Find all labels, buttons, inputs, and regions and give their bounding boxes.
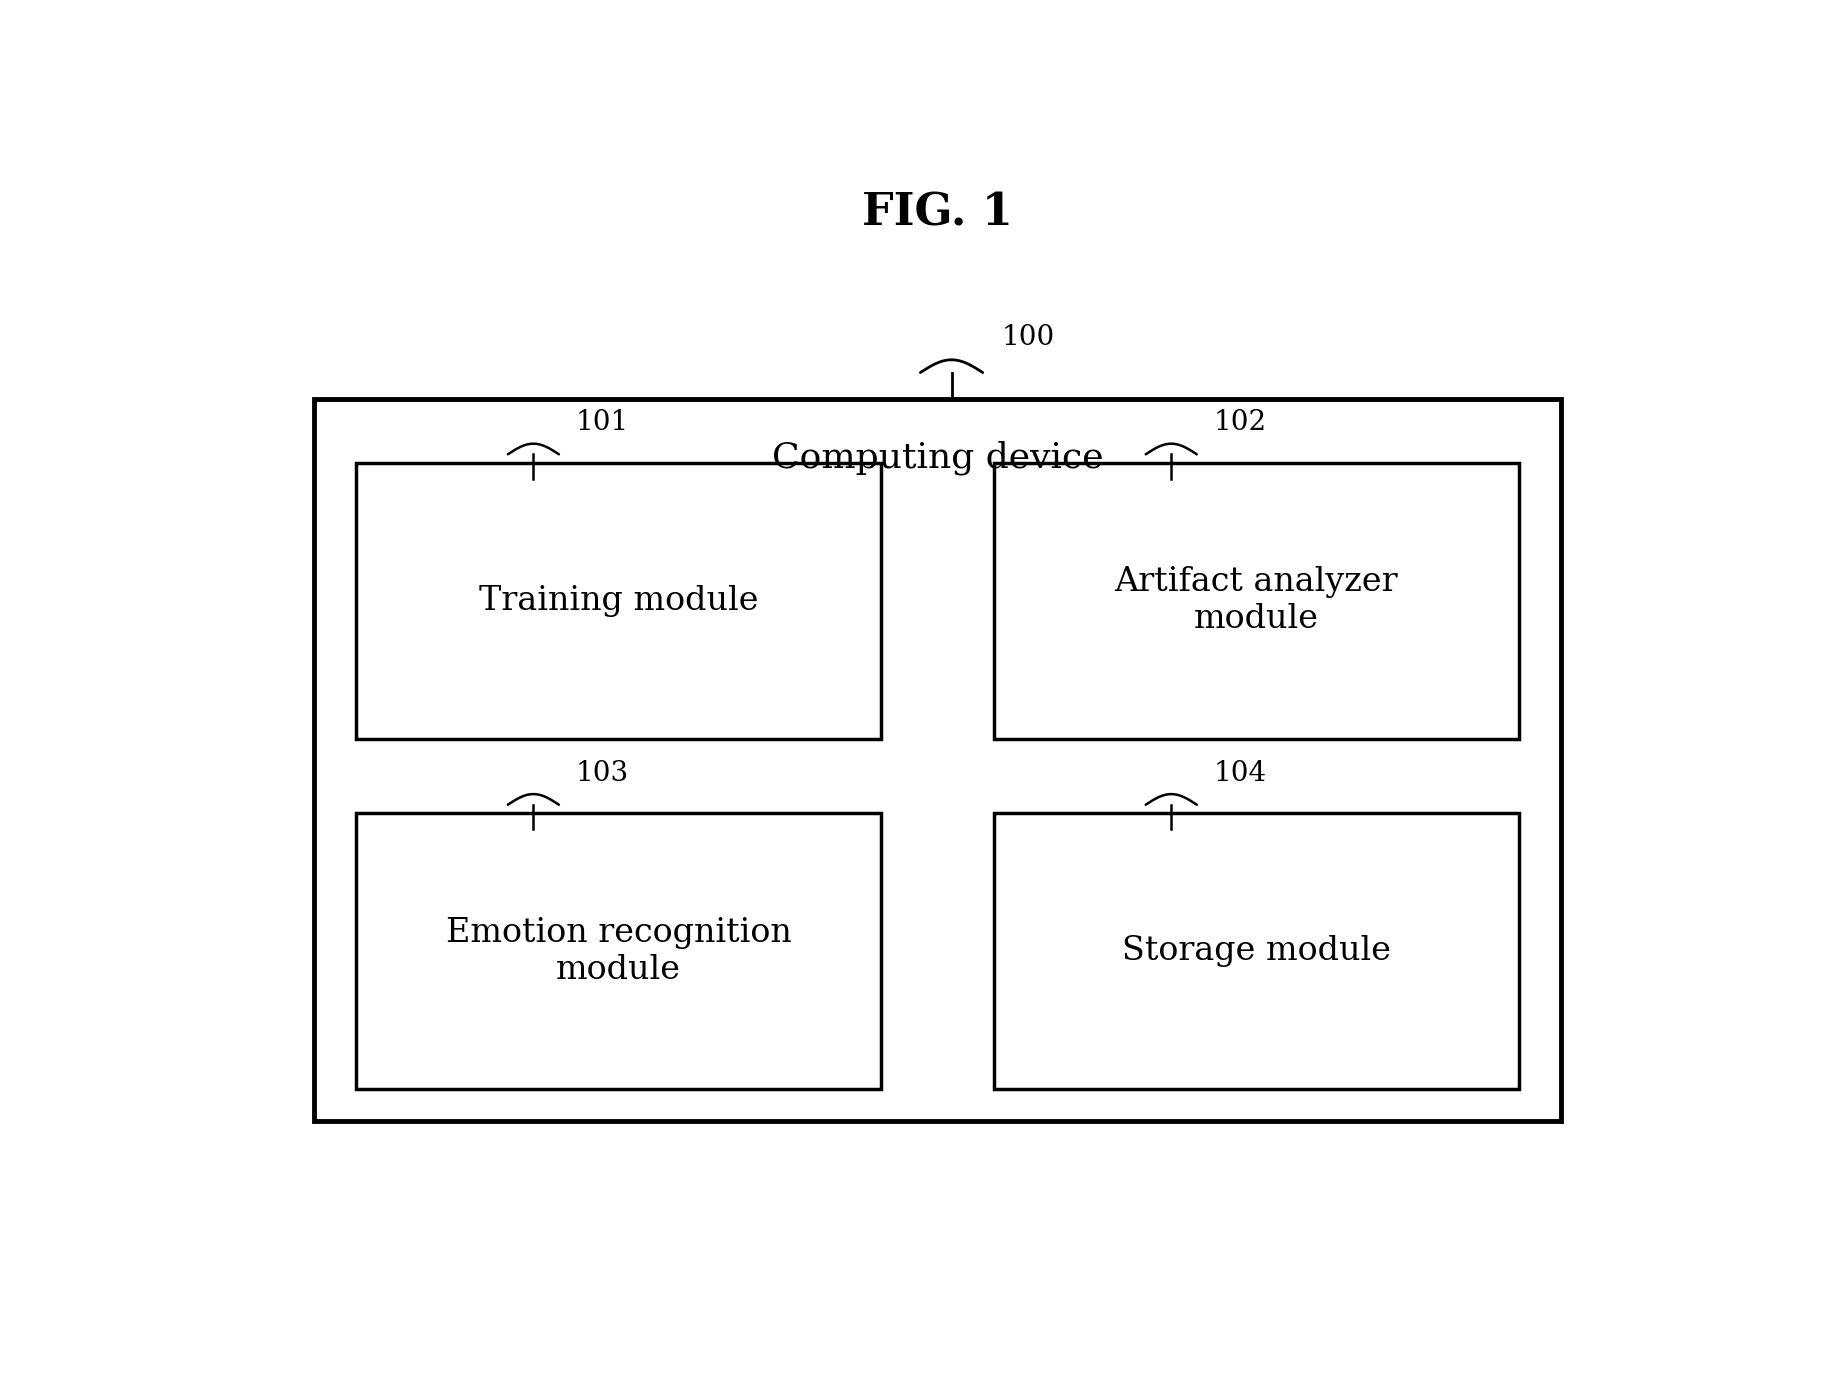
Bar (995, 463, 1518, 739)
Text: 100: 100 (1000, 324, 1054, 352)
Text: Storage module: Storage module (1121, 935, 1390, 967)
Text: FIG. 1: FIG. 1 (861, 192, 1013, 234)
Text: 101: 101 (576, 410, 629, 436)
Text: Artifact analyzer
module: Artifact analyzer module (1114, 567, 1397, 636)
Text: 102: 102 (1214, 410, 1267, 436)
Text: 104: 104 (1214, 760, 1267, 786)
Text: Training module: Training module (479, 585, 759, 616)
Bar (357, 463, 882, 739)
Text: Computing device: Computing device (772, 440, 1103, 474)
Text: 103: 103 (576, 760, 629, 786)
Bar (357, 814, 882, 1089)
Bar (995, 814, 1518, 1089)
Text: Emotion recognition
module: Emotion recognition module (446, 917, 792, 986)
Bar (315, 399, 1560, 1121)
